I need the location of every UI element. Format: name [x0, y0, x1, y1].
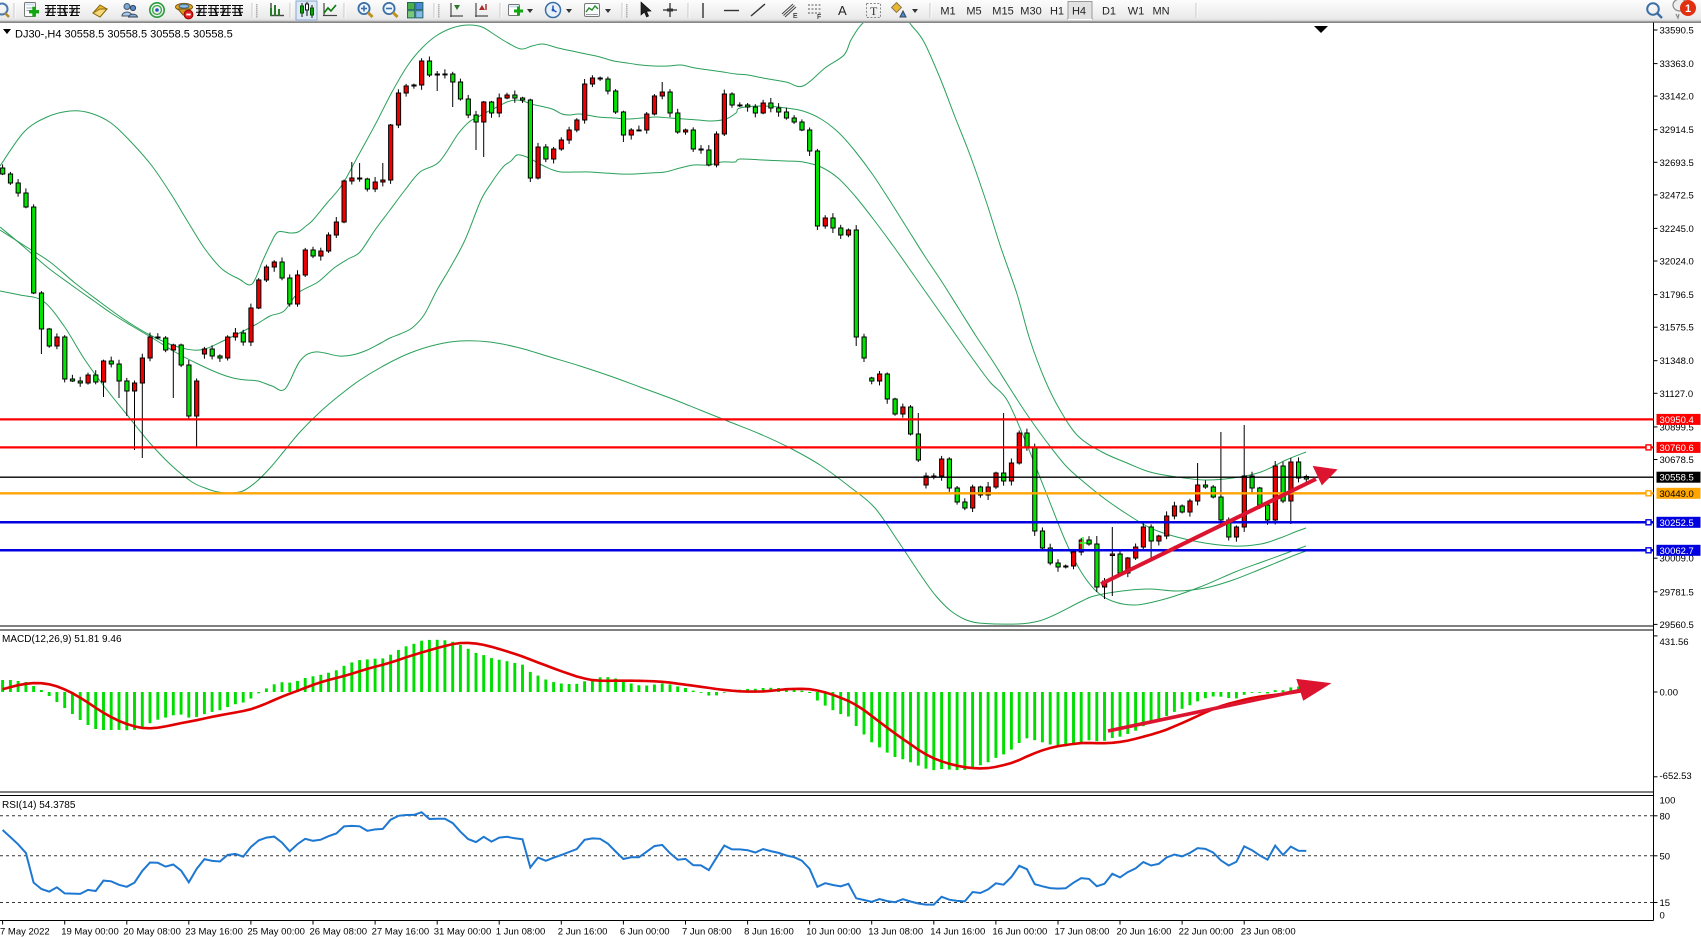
svg-text:25 May 00:00: 25 May 00:00: [247, 927, 305, 937]
svg-text:33142.0: 33142.0: [1660, 92, 1694, 103]
svg-text:-652.53: -652.53: [1660, 771, 1692, 782]
svg-text:H1: H1: [1050, 6, 1064, 18]
svg-text:30062.7: 30062.7: [1660, 546, 1694, 557]
svg-text:29781.5: 29781.5: [1660, 587, 1694, 598]
svg-text:31348.0: 31348.0: [1660, 356, 1694, 367]
svg-text:17 Jun 08:00: 17 Jun 08:00: [1055, 927, 1110, 937]
svg-text:MN: MN: [1152, 6, 1169, 18]
svg-text:50: 50: [1660, 851, 1671, 862]
svg-text:31796.5: 31796.5: [1660, 290, 1694, 301]
svg-text:20 May 08:00: 20 May 08:00: [123, 927, 181, 937]
svg-text:431.56: 431.56: [1660, 637, 1689, 648]
svg-text:DJ30-,H4 30558.5 30558.5 3055: DJ30-,H4 30558.5 30558.5 30558.5 30558.5: [15, 29, 233, 41]
svg-text:M15: M15: [992, 6, 1013, 18]
svg-text:20 Jun 16:00: 20 Jun 16:00: [1117, 927, 1172, 937]
svg-text:23 Jun 08:00: 23 Jun 08:00: [1241, 927, 1296, 937]
svg-text:30899.5: 30899.5: [1660, 422, 1694, 433]
svg-text:30009.0: 30009.0: [1660, 554, 1694, 565]
svg-text:13 Jun 08:00: 13 Jun 08:00: [868, 927, 923, 937]
svg-text:80: 80: [1660, 811, 1671, 822]
svg-text:H4: H4: [1072, 6, 1086, 18]
svg-text:30950.4: 30950.4: [1660, 415, 1694, 426]
svg-text:100: 100: [1660, 796, 1676, 807]
svg-text:32914.5: 32914.5: [1660, 125, 1694, 136]
svg-text:0.00: 0.00: [1660, 688, 1679, 699]
svg-text:10 Jun 00:00: 10 Jun 00:00: [806, 927, 861, 937]
svg-text:M1: M1: [940, 6, 955, 18]
svg-text:2 Jun 16:00: 2 Jun 16:00: [558, 927, 608, 937]
svg-text:1 Jun 08:00: 1 Jun 08:00: [496, 927, 546, 937]
svg-text:1: 1: [1685, 3, 1691, 15]
svg-text:31575.5: 31575.5: [1660, 323, 1694, 334]
svg-text:F: F: [817, 14, 821, 21]
svg-text:32472.5: 32472.5: [1660, 190, 1694, 201]
svg-text:19 May 00:00: 19 May 00:00: [61, 927, 119, 937]
svg-text:E: E: [793, 13, 798, 20]
svg-text:14 Jun 16:00: 14 Jun 16:00: [930, 927, 985, 937]
svg-text:16 Jun 00:00: 16 Jun 00:00: [992, 927, 1047, 937]
svg-text:0: 0: [1660, 911, 1665, 922]
svg-text:30760.6: 30760.6: [1660, 443, 1694, 454]
svg-text:D1: D1: [1102, 6, 1116, 18]
svg-text:31 May 00:00: 31 May 00:00: [434, 927, 492, 937]
svg-text:32693.5: 32693.5: [1660, 158, 1694, 169]
svg-text:MACD(12,26,9) 51.81 9.46: MACD(12,26,9) 51.81 9.46: [2, 634, 122, 645]
svg-text:33363.0: 33363.0: [1660, 59, 1694, 70]
svg-text:A: A: [838, 3, 847, 18]
svg-text:32024.0: 32024.0: [1660, 257, 1694, 268]
svg-text:RSI(14) 54.3785: RSI(14) 54.3785: [2, 800, 76, 811]
svg-text:22 Jun 00:00: 22 Jun 00:00: [1179, 927, 1234, 937]
svg-text:7 Jun 08:00: 7 Jun 08:00: [682, 927, 732, 937]
svg-text:M30: M30: [1020, 6, 1041, 18]
svg-text:6 Jun 00:00: 6 Jun 00:00: [620, 927, 670, 937]
svg-text:26 May 08:00: 26 May 08:00: [310, 927, 368, 937]
svg-text:31127.0: 31127.0: [1660, 389, 1694, 400]
svg-text:30678.5: 30678.5: [1660, 455, 1694, 466]
svg-text:30449.0: 30449.0: [1660, 489, 1694, 500]
svg-text:15: 15: [1660, 898, 1671, 909]
svg-text:8 Jun 16:00: 8 Jun 16:00: [744, 927, 794, 937]
svg-text:30252.5: 30252.5: [1660, 518, 1694, 529]
svg-text:7 May 2022: 7 May 2022: [0, 927, 50, 937]
svg-text:23 May 16:00: 23 May 16:00: [185, 927, 243, 937]
svg-text:33590.5: 33590.5: [1660, 26, 1694, 37]
svg-text:29560.5: 29560.5: [1660, 620, 1694, 631]
svg-text:W1: W1: [1128, 6, 1145, 18]
svg-text:32245.0: 32245.0: [1660, 224, 1694, 235]
svg-text:27 May 16:00: 27 May 16:00: [372, 927, 430, 937]
svg-text:T: T: [870, 4, 878, 18]
svg-text:30558.5: 30558.5: [1660, 473, 1694, 484]
svg-text:M5: M5: [966, 6, 981, 18]
